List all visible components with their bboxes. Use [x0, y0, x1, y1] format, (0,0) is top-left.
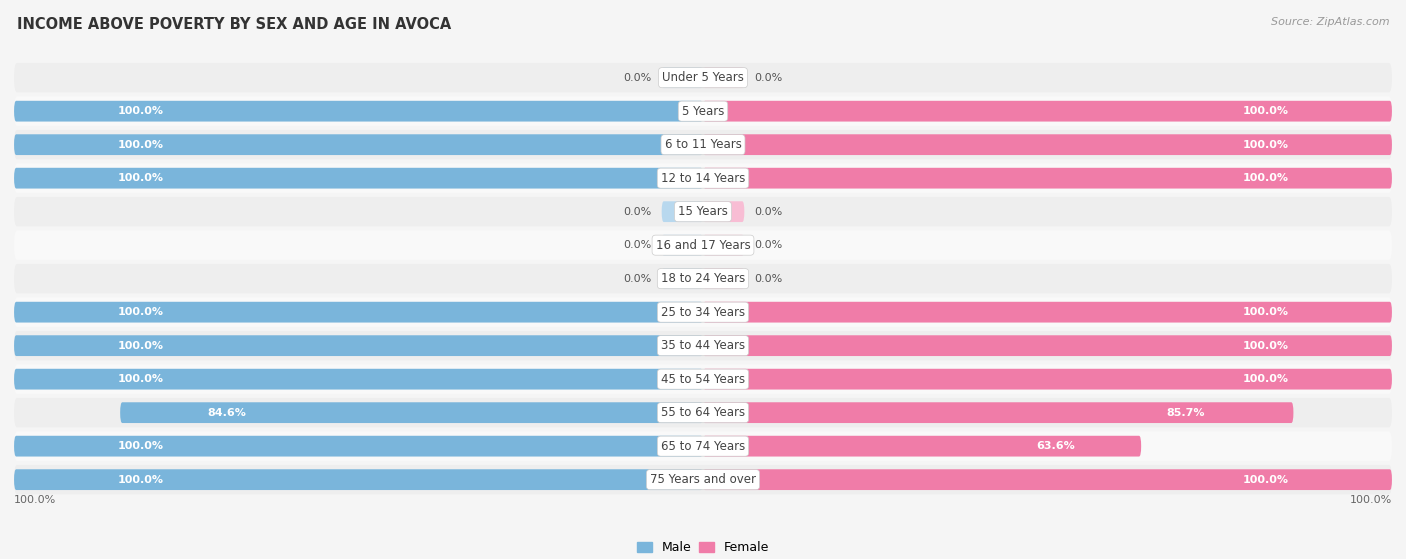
Text: 63.6%: 63.6%: [1036, 441, 1076, 451]
Text: 100.0%: 100.0%: [1243, 173, 1289, 183]
FancyBboxPatch shape: [14, 63, 1392, 92]
Text: 25 to 34 Years: 25 to 34 Years: [661, 306, 745, 319]
Text: 100.0%: 100.0%: [1243, 106, 1289, 116]
FancyBboxPatch shape: [14, 97, 1392, 126]
FancyBboxPatch shape: [703, 201, 744, 222]
Text: 84.6%: 84.6%: [208, 408, 246, 418]
Text: 100.0%: 100.0%: [117, 441, 163, 451]
FancyBboxPatch shape: [14, 163, 1392, 193]
Text: 100.0%: 100.0%: [117, 340, 163, 350]
Text: 100.0%: 100.0%: [1350, 495, 1392, 505]
Legend: Male, Female: Male, Female: [631, 537, 775, 559]
Text: 65 to 74 Years: 65 to 74 Years: [661, 439, 745, 453]
Text: 0.0%: 0.0%: [623, 274, 651, 283]
Text: 0.0%: 0.0%: [623, 240, 651, 250]
FancyBboxPatch shape: [703, 469, 1392, 490]
FancyBboxPatch shape: [14, 436, 703, 457]
FancyBboxPatch shape: [703, 67, 744, 88]
Text: 15 Years: 15 Years: [678, 205, 728, 218]
FancyBboxPatch shape: [703, 268, 744, 289]
Text: 100.0%: 100.0%: [1243, 140, 1289, 150]
FancyBboxPatch shape: [703, 168, 1392, 188]
FancyBboxPatch shape: [14, 335, 703, 356]
FancyBboxPatch shape: [14, 134, 703, 155]
FancyBboxPatch shape: [14, 469, 703, 490]
FancyBboxPatch shape: [662, 67, 703, 88]
FancyBboxPatch shape: [14, 364, 1392, 394]
FancyBboxPatch shape: [703, 134, 1392, 155]
Text: 100.0%: 100.0%: [117, 475, 163, 485]
FancyBboxPatch shape: [14, 369, 703, 390]
FancyBboxPatch shape: [14, 168, 703, 188]
Text: INCOME ABOVE POVERTY BY SEX AND AGE IN AVOCA: INCOME ABOVE POVERTY BY SEX AND AGE IN A…: [17, 17, 451, 32]
Text: 0.0%: 0.0%: [755, 73, 783, 83]
Text: 100.0%: 100.0%: [1243, 374, 1289, 384]
FancyBboxPatch shape: [703, 101, 1392, 121]
FancyBboxPatch shape: [14, 101, 703, 121]
Text: 100.0%: 100.0%: [1243, 475, 1289, 485]
Text: 85.7%: 85.7%: [1167, 408, 1205, 418]
FancyBboxPatch shape: [14, 197, 1392, 226]
FancyBboxPatch shape: [14, 432, 1392, 461]
Text: 100.0%: 100.0%: [117, 140, 163, 150]
FancyBboxPatch shape: [703, 302, 1392, 323]
Text: 0.0%: 0.0%: [755, 274, 783, 283]
FancyBboxPatch shape: [662, 201, 703, 222]
FancyBboxPatch shape: [703, 235, 744, 255]
Text: 100.0%: 100.0%: [117, 106, 163, 116]
Text: 100.0%: 100.0%: [14, 495, 56, 505]
Text: 16 and 17 Years: 16 and 17 Years: [655, 239, 751, 252]
Text: 100.0%: 100.0%: [1243, 340, 1289, 350]
Text: 75 Years and over: 75 Years and over: [650, 473, 756, 486]
Text: 0.0%: 0.0%: [755, 240, 783, 250]
Text: 100.0%: 100.0%: [117, 307, 163, 317]
Text: 100.0%: 100.0%: [1243, 307, 1289, 317]
FancyBboxPatch shape: [14, 264, 1392, 293]
Text: 0.0%: 0.0%: [623, 207, 651, 217]
FancyBboxPatch shape: [703, 402, 1294, 423]
Text: 5 Years: 5 Years: [682, 105, 724, 118]
Text: 55 to 64 Years: 55 to 64 Years: [661, 406, 745, 419]
FancyBboxPatch shape: [662, 268, 703, 289]
Text: 0.0%: 0.0%: [755, 207, 783, 217]
Text: 45 to 54 Years: 45 to 54 Years: [661, 373, 745, 386]
FancyBboxPatch shape: [14, 331, 1392, 361]
FancyBboxPatch shape: [14, 130, 1392, 159]
Text: 6 to 11 Years: 6 to 11 Years: [665, 138, 741, 151]
Text: 35 to 44 Years: 35 to 44 Years: [661, 339, 745, 352]
FancyBboxPatch shape: [662, 235, 703, 255]
FancyBboxPatch shape: [120, 402, 703, 423]
FancyBboxPatch shape: [14, 297, 1392, 327]
Text: 0.0%: 0.0%: [623, 73, 651, 83]
FancyBboxPatch shape: [14, 302, 703, 323]
FancyBboxPatch shape: [703, 335, 1392, 356]
Text: 18 to 24 Years: 18 to 24 Years: [661, 272, 745, 285]
FancyBboxPatch shape: [703, 436, 1142, 457]
FancyBboxPatch shape: [14, 230, 1392, 260]
Text: 12 to 14 Years: 12 to 14 Years: [661, 172, 745, 184]
FancyBboxPatch shape: [14, 465, 1392, 494]
FancyBboxPatch shape: [703, 369, 1392, 390]
Text: Source: ZipAtlas.com: Source: ZipAtlas.com: [1271, 17, 1389, 27]
FancyBboxPatch shape: [14, 398, 1392, 428]
Text: 100.0%: 100.0%: [117, 173, 163, 183]
Text: Under 5 Years: Under 5 Years: [662, 71, 744, 84]
Text: 100.0%: 100.0%: [117, 374, 163, 384]
